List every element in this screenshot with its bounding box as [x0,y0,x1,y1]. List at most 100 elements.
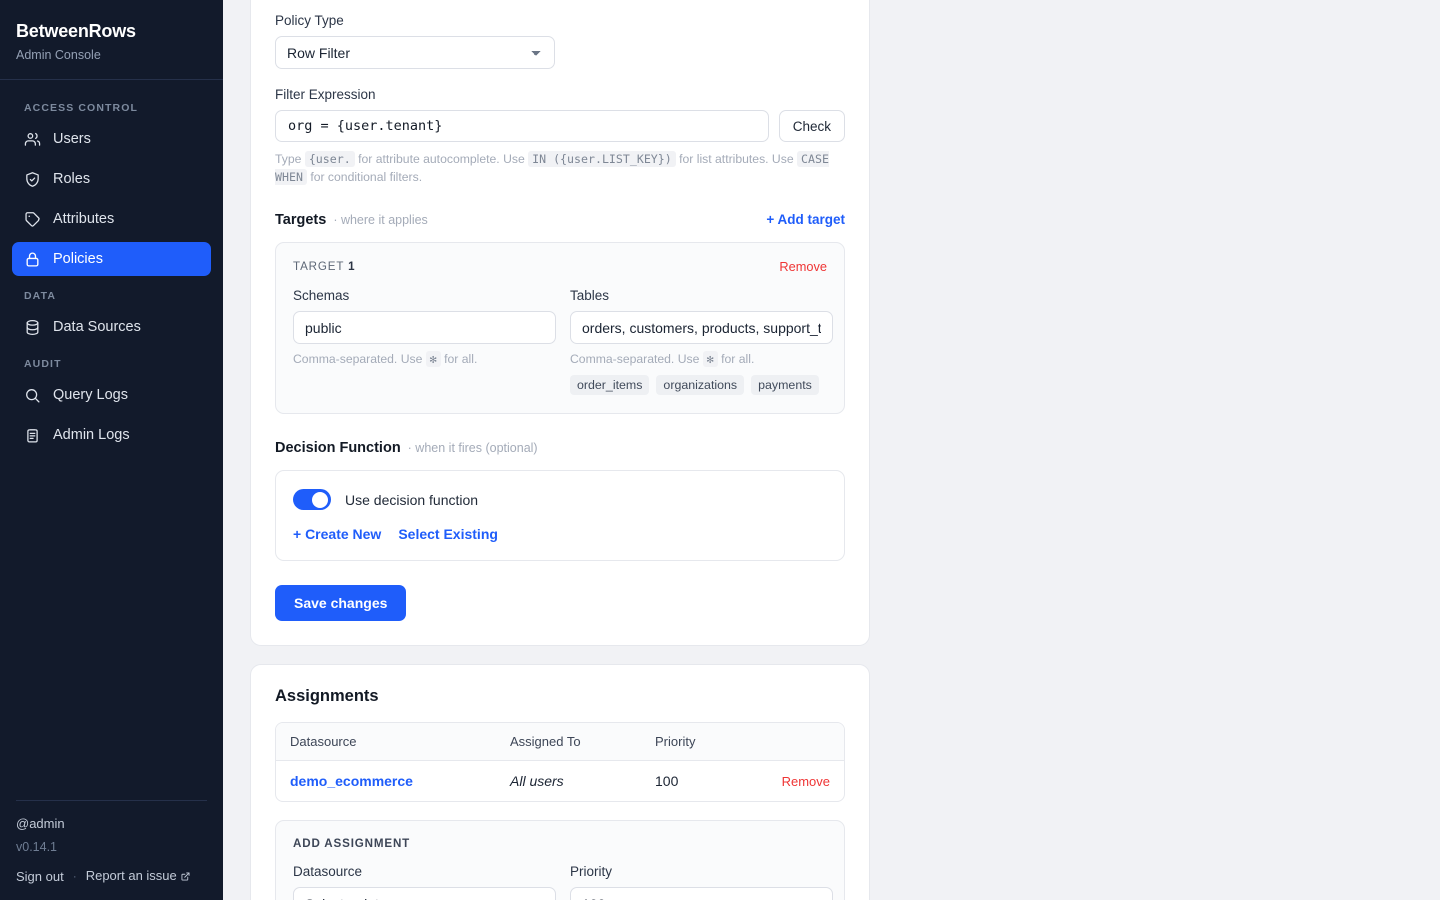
add-assignment-datasource-label: Datasource [293,864,363,879]
assignments-card: Assignments Datasource Assigned To Prior… [250,664,870,900]
sidebar-item-policies[interactable]: Policies [12,242,211,276]
check-expression-button[interactable]: Check [778,110,845,142]
use-decision-function-toggle[interactable] [293,489,331,510]
assignments-table-head: Datasource Assigned To Priority [276,723,844,761]
sidebar-item-roles[interactable]: Roles [12,162,211,196]
decision-function-actions: + Create New Select Existing [293,526,827,542]
create-new-function-button[interactable]: + Create New [293,526,382,542]
filter-expression-input[interactable] [275,110,769,142]
brand-block: BetweenRows Admin Console [0,0,223,79]
clipboard-icon [24,427,41,444]
table-chip[interactable]: organizations [656,375,745,395]
add-assignment-title: ADD ASSIGNMENT [293,837,411,850]
schemas-label: Schemas [293,288,350,303]
hint-text-1: Type [275,152,302,166]
nav-group-label-data: DATA [24,290,57,302]
add-assignment-grid: Datasource Select a datasource... Priori… [293,864,833,900]
filter-expression-label: Filter Expression [275,87,376,102]
sidebar-footer: @admin v0.14.1 Sign out · Report an issu… [0,786,223,900]
decision-function-subtitle: · when it fires (optional) [407,441,538,455]
table-suggestion-chips: order_items organizations payments [570,375,833,395]
sidebar-nav: ACCESS CONTROL Users Roles [0,80,223,786]
tables-label: Tables [570,288,610,303]
target-fields-grid: Schemas Comma-separated. Use ✻ for all. … [293,288,833,395]
cell-actions: Remove [761,761,844,801]
tables-input[interactable] [570,311,833,344]
add-assignment-priority-field: Priority [570,864,833,900]
schemas-input[interactable] [293,311,556,344]
targets-section-header: Targets · where it applies + Add target [275,212,845,228]
schemas-field: Schemas Comma-separated. Use ✻ for all. [293,288,556,395]
select-existing-function-button[interactable]: Select Existing [398,526,498,542]
footer-separator: · [72,869,77,883]
sidebar: BetweenRows Admin Console ACCESS CONTROL… [0,0,223,900]
filter-expression-hint: Type {user. for attribute autocomplete. … [275,150,835,186]
schemas-hint-pre: Comma-separated. Use [293,352,423,366]
column-header-actions [761,723,844,761]
main-content: Policy Type Row Filter Filter Expression… [223,0,1440,900]
assignments-table-body: demo_ecommerce All users 100 Remove [276,761,844,801]
add-assignment-card: ADD ASSIGNMENT Datasource Select a datas… [275,820,845,900]
column-header-datasource: Datasource [276,723,496,761]
target-card-header: TARGET 1 Remove [293,259,827,274]
tables-hint-wildcard: ✻ [702,351,718,367]
remove-assignment-button[interactable]: Remove [781,774,830,789]
sidebar-item-label-attributes: Attributes [53,211,115,227]
add-assignment-priority-input[interactable] [570,887,833,900]
targets-subtitle: · where it applies [333,213,428,227]
sidebar-item-data-sources[interactable]: Data Sources [12,310,211,344]
sidebar-item-label-roles: Roles [53,171,91,187]
tables-hint: Comma-separated. Use ✻ for all. [570,351,833,367]
footer-username: @admin [16,816,65,831]
lock-icon [24,251,41,268]
cell-priority: 100 [655,773,679,789]
table-chip[interactable]: payments [751,375,819,395]
filter-expression-field: Filter Expression Check Type {user. for … [275,87,845,186]
nav-group-label-audit: AUDIT [24,358,62,370]
sign-out-link[interactable]: Sign out [16,868,64,884]
decision-function-toggle-row: Use decision function [293,489,827,510]
assignments-header-row: Datasource Assigned To Priority [276,723,844,761]
hint-code-in-list: IN ({user.LIST_KEY}) [528,151,676,167]
sidebar-item-label-admin-logs: Admin Logs [53,427,130,443]
hint-text-2: for attribute autocomplete. Use [358,152,525,166]
report-issue-link[interactable]: Report an issue [86,868,190,884]
sidebar-item-users[interactable]: Users [12,122,211,156]
schemas-hint-post: for all. [444,352,478,366]
policy-type-select[interactable]: Row Filter [275,36,555,69]
hint-code-user: {user. [304,151,355,167]
report-issue-label: Report an issue [85,868,177,883]
add-assignment-datasource-field: Datasource Select a datasource... [293,864,556,900]
nav-group-label-access-control: ACCESS CONTROL [24,102,138,114]
column-header-assigned-to: Assigned To [496,723,641,761]
cell-assigned-to: All users [510,773,564,789]
add-assignment-priority-label: Priority [570,864,613,879]
decision-function-section-header: Decision Function · when it fires (optio… [275,440,845,456]
external-link-icon [181,869,190,884]
search-icon [24,387,41,404]
database-icon [24,319,41,336]
column-header-priority: Priority [641,723,761,761]
remove-target-button[interactable]: Remove [779,259,827,274]
policy-editor-card: Policy Type Row Filter Filter Expression… [250,0,870,646]
tables-field: Tables Comma-separated. Use ✻ for all. o… [570,288,833,395]
policy-type-field: Policy Type Row Filter [275,0,845,69]
assignments-table: Datasource Assigned To Priority demo_eco… [275,722,845,802]
targets-title: Targets [275,212,327,228]
datasource-link[interactable]: demo_ecommerce [290,773,413,789]
brand-title: BetweenRows [16,21,136,41]
sidebar-item-admin-logs[interactable]: Admin Logs [12,418,211,452]
sidebar-item-attributes[interactable]: Attributes [12,202,211,236]
cell-datasource: demo_ecommerce [276,761,496,801]
target-name-prefix: TARGET [293,260,345,273]
filter-expression-row: Check [275,110,845,142]
add-assignment-datasource-select[interactable]: Select a datasource... [293,887,556,900]
table-chip[interactable]: order_items [570,375,650,395]
add-target-button[interactable]: + Add target [766,212,845,227]
tables-hint-post: for all. [721,352,755,366]
tag-icon [24,211,41,228]
sidebar-item-query-logs[interactable]: Query Logs [12,378,211,412]
save-changes-button[interactable]: Save changes [275,585,407,621]
toggle-knob [312,491,328,508]
